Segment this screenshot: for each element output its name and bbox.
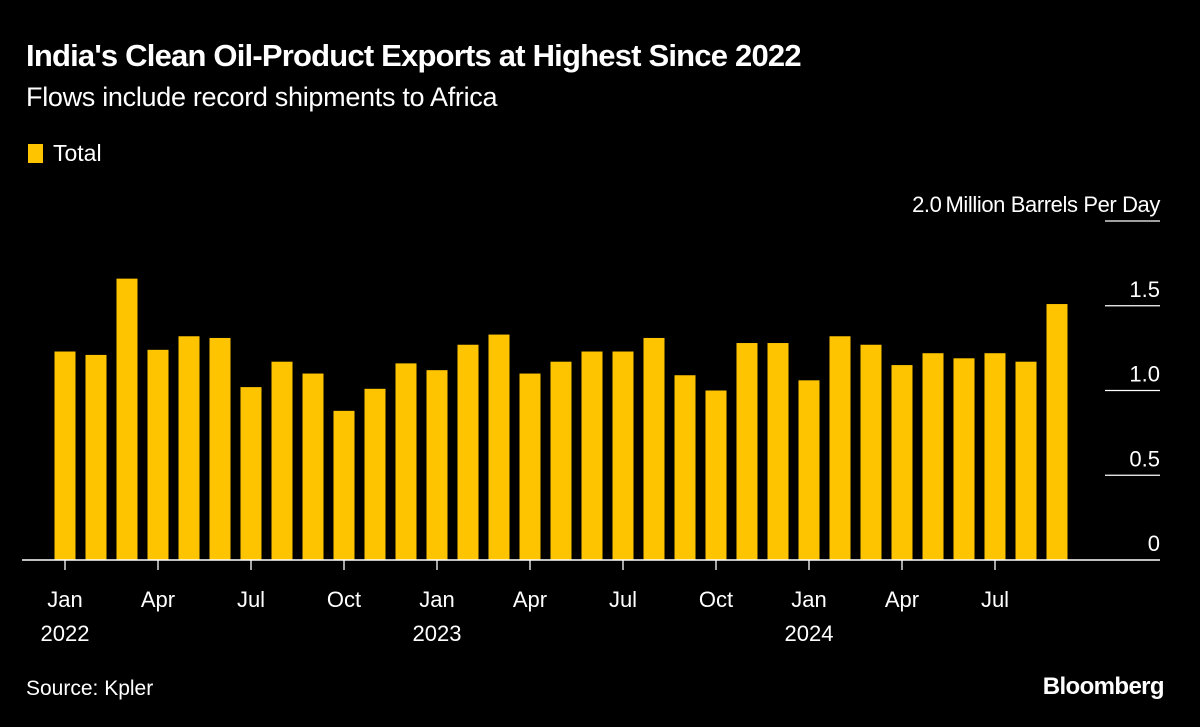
x-tick-label-2024-07: Jul xyxy=(981,587,1009,612)
bar-2024-08 xyxy=(1015,361,1037,560)
bar-2022-07 xyxy=(240,387,262,560)
bar-2022-06 xyxy=(209,337,231,560)
bar-2023-04 xyxy=(519,373,541,560)
bar-2023-05 xyxy=(550,361,572,560)
bar-2022-10 xyxy=(333,410,355,560)
bar-2023-11 xyxy=(736,343,758,560)
bar-2022-09 xyxy=(302,373,324,560)
bar-2022-04 xyxy=(147,349,169,560)
y-tick-label-1.5: 1.5 xyxy=(1129,277,1160,302)
legend: Total xyxy=(28,140,102,167)
y-tick-label-2.0: 2.0 Million Barrels Per Day xyxy=(912,192,1160,217)
source-note: Source: Kpler xyxy=(26,677,154,700)
chart-title: India's Clean Oil-Product Exports at Hig… xyxy=(26,38,802,73)
bar-2022-12 xyxy=(395,363,417,560)
bloomberg-logo: Bloomberg xyxy=(1042,673,1165,700)
bar-2024-03 xyxy=(860,344,882,560)
x-tick-label-2023-01: Jan xyxy=(419,587,454,612)
x-tick-label-2023-07: Jul xyxy=(609,587,637,612)
x-tick-label-2023-04: Apr xyxy=(513,587,547,612)
y-tick-label-1.0: 1.0 xyxy=(1129,362,1160,387)
bar-2022-01 xyxy=(54,351,76,560)
bar-2024-05 xyxy=(922,353,944,560)
x-tick-label-2022-10: Oct xyxy=(327,587,361,612)
x-year-label-2024: 2024 xyxy=(785,621,834,646)
bar-2024-07 xyxy=(984,353,1006,560)
bar-2022-11 xyxy=(364,388,386,560)
bar-2024-09 xyxy=(1046,304,1068,560)
x-tick-label-2024-01: Jan xyxy=(791,587,826,612)
legend-swatch xyxy=(28,144,43,163)
bar-2023-02 xyxy=(457,344,479,560)
x-tick-label-2022-07: Jul xyxy=(237,587,265,612)
x-tick-label-2023-10: Oct xyxy=(699,587,733,612)
bar-2024-04 xyxy=(891,365,913,560)
bar-2023-01 xyxy=(426,370,448,560)
bar-2022-05 xyxy=(178,336,200,560)
bar-2024-01 xyxy=(798,380,820,560)
bar-2024-02 xyxy=(829,336,851,560)
bar-2022-08 xyxy=(271,361,293,560)
bar-2023-12 xyxy=(767,343,789,560)
bar-2023-06 xyxy=(581,351,603,560)
x-year-label-2022: 2022 xyxy=(41,621,90,646)
y-tick-label-0: 0 xyxy=(1148,531,1160,556)
bar-2024-06 xyxy=(953,358,975,560)
bar-2023-10 xyxy=(705,390,727,560)
x-year-label-2023: 2023 xyxy=(413,621,462,646)
y-tick-label-0.5: 0.5 xyxy=(1129,446,1160,471)
bar-2023-08 xyxy=(643,337,665,560)
bar-2022-02 xyxy=(85,354,107,560)
x-tick-label-2022-01: Jan xyxy=(47,587,82,612)
x-tick-label-2024-04: Apr xyxy=(885,587,919,612)
bar-2023-09 xyxy=(674,375,696,560)
bar-2023-03 xyxy=(488,334,510,560)
chart-subtitle: Flows include record shipments to Africa xyxy=(26,82,498,112)
x-tick-label-2022-04: Apr xyxy=(141,587,175,612)
bar-2022-03 xyxy=(116,278,138,560)
bar-2023-07 xyxy=(612,351,634,560)
legend-label: Total xyxy=(53,140,102,166)
